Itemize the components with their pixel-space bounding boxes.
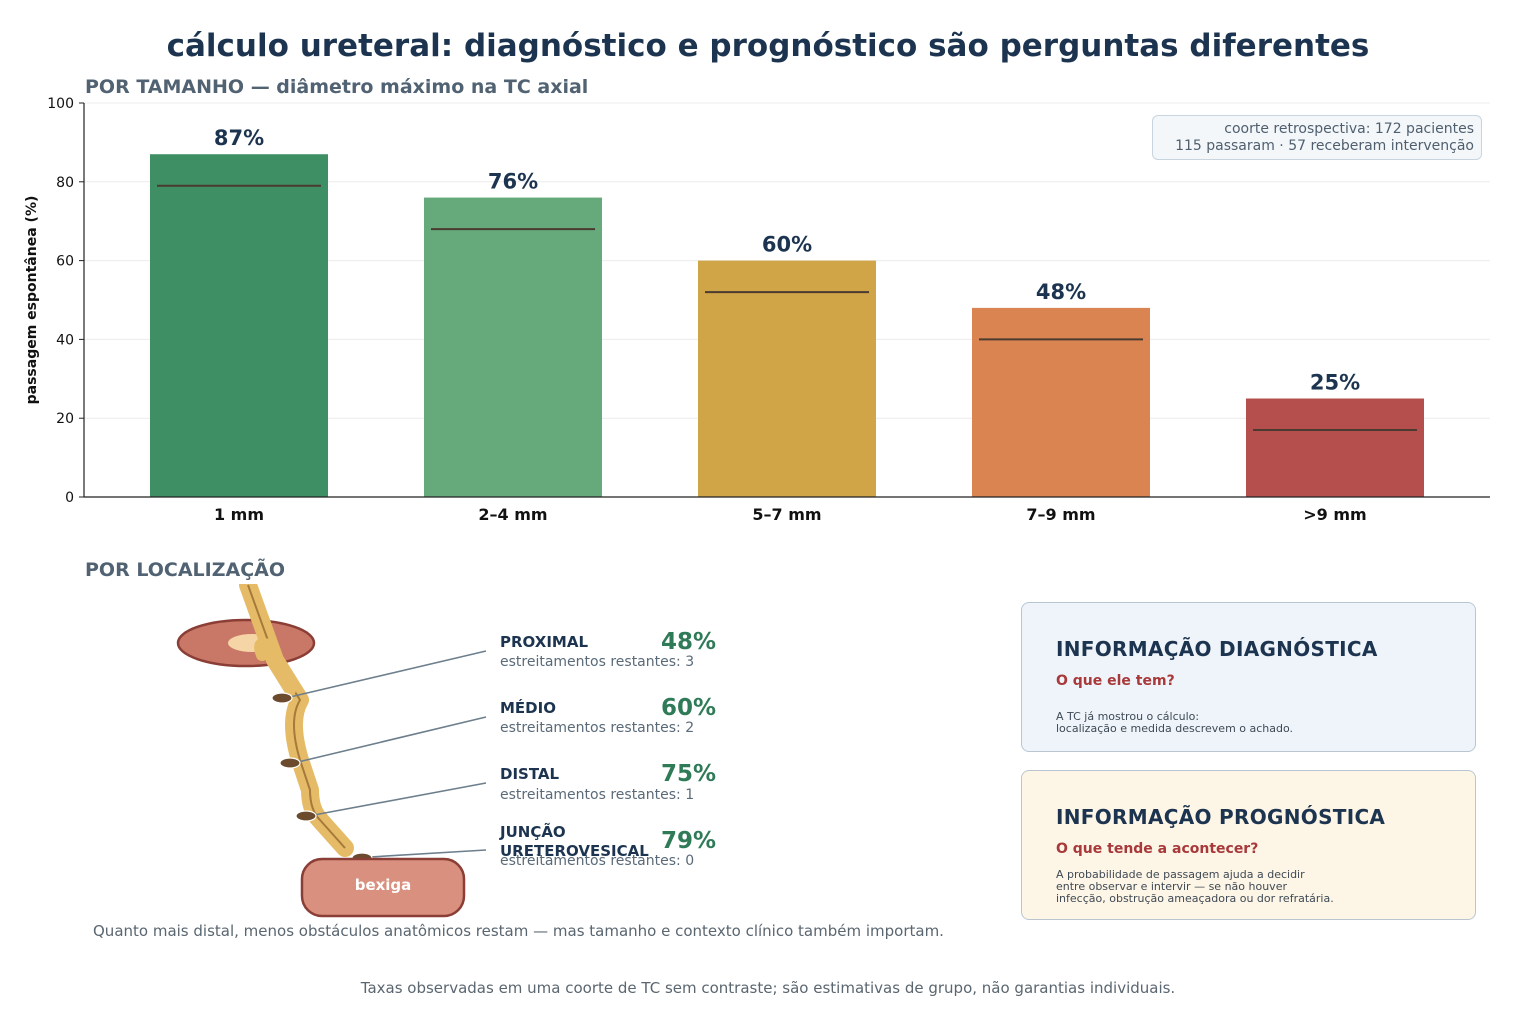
bladder-label: bexiga <box>354 876 412 894</box>
data-label-0: 87% <box>214 126 264 150</box>
location-sub-medio: estreitamentos restantes: 2 <box>500 720 695 736</box>
location-pct-distal: 75% <box>661 761 717 787</box>
bar-0 <box>150 154 328 497</box>
x-tick-label-3: 7–9 mm <box>1026 505 1095 524</box>
location-sub-juncao: estreitamentos restantes: 0 <box>500 853 695 869</box>
leader-line-juncao <box>369 849 487 858</box>
diagnostic-card: INFORMAÇÃO DIAGNÓSTICA O que ele tem? A … <box>1021 602 1476 752</box>
footer-note: Taxas observadas em uma coorte de TC sem… <box>360 979 1176 997</box>
x-tick-label-1: 2–4 mm <box>478 505 547 524</box>
diagnostic-title: INFORMAÇÃO DIAGNÓSTICA <box>1056 637 1378 661</box>
prognostic-card: INFORMAÇÃO PROGNÓSTICA O que tende a aco… <box>1021 770 1476 920</box>
data-label-2: 60% <box>762 233 812 257</box>
ureter-illustration <box>176 584 487 918</box>
size-bar-chart: 87% 76% 60% 48% 25% 0 20 40 60 80 100 1 mm 2–4 mm 5–… <box>24 96 1490 524</box>
data-label-4: 25% <box>1310 371 1360 395</box>
location-sub-distal: estreitamentos restantes: 1 <box>500 787 695 803</box>
y-tick-label: 20 <box>56 411 74 427</box>
leader-line-distal <box>313 782 487 816</box>
bar-2 <box>698 260 876 497</box>
leader-line-medio <box>297 716 487 763</box>
bar-3 <box>972 307 1150 497</box>
location-name-distal: DISTAL <box>500 765 560 783</box>
page-title: cálculo ureteral: diagnóstico e prognóst… <box>166 28 1370 64</box>
bladder-shape <box>300 857 466 918</box>
stone-distal <box>295 810 317 822</box>
y-tick-label: 100 <box>47 96 74 112</box>
y-tick-label: 80 <box>56 175 74 191</box>
bar-4 <box>1246 398 1424 497</box>
y-tick-label: 0 <box>65 490 74 506</box>
size-section-title: POR TAMANHO — diâmetro máximo na TC axia… <box>85 76 589 98</box>
cohort-line-1: coorte retrospectiva: 172 pacientes <box>1224 121 1474 137</box>
location-section-title: POR LOCALIZAÇÃO <box>85 559 286 581</box>
location-pct-medio: 60% <box>661 695 717 721</box>
axis-layer: 0 20 40 60 80 100 1 mm 2–4 mm 5–7 mm 7–9 mm >9 mm <box>47 96 1490 524</box>
cohort-box: coorte retrospectiva: 172 pacientes 115 … <box>1152 115 1482 160</box>
leader-lines <box>289 650 487 858</box>
pelvis-loop <box>254 637 296 696</box>
bar-1 <box>424 197 602 497</box>
leader-line-proximal <box>289 650 487 698</box>
location-name-juncao: JUNÇÃO URETEROVESICAL <box>500 823 649 860</box>
location-pct-juncao: 79% <box>661 828 717 854</box>
x-tick-label-4: >9 mm <box>1303 505 1366 524</box>
location-sub-proximal: estreitamentos restantes: 3 <box>500 654 695 670</box>
diagnostic-body: A TC já mostrou o cálculo: localização e… <box>1056 710 1294 735</box>
prognostic-title: INFORMAÇÃO PROGNÓSTICA <box>1056 805 1386 829</box>
diagnostic-question: O que ele tem? <box>1056 673 1175 689</box>
prognostic-body: A probabilidade de passagem ajuda a deci… <box>1056 868 1334 905</box>
y-tick-label: 60 <box>56 254 74 270</box>
location-name-proximal: PROXIMAL <box>500 633 589 651</box>
data-label-1: 76% <box>488 170 538 194</box>
stone-proximal <box>271 692 293 704</box>
x-tick-label-0: 1 mm <box>214 505 264 524</box>
y-tick-label: 40 <box>56 332 74 348</box>
prognostic-question: O que tende a acontecer? <box>1056 841 1259 857</box>
y-axis-label: passagem espontânea (%) <box>24 196 40 405</box>
location-note: Quanto mais distal, menos obstáculos ana… <box>93 922 944 940</box>
bar-layer: 87% 76% 60% 48% 25% <box>150 126 1424 497</box>
stone-medio <box>279 757 301 769</box>
location-name-medio: MÉDIO <box>500 699 556 717</box>
data-label-3: 48% <box>1036 280 1086 304</box>
location-pct-proximal: 48% <box>661 629 717 655</box>
cohort-line-2: 115 passaram · 57 receberam intervenção <box>1175 138 1474 154</box>
x-tick-label-2: 5–7 mm <box>752 505 821 524</box>
